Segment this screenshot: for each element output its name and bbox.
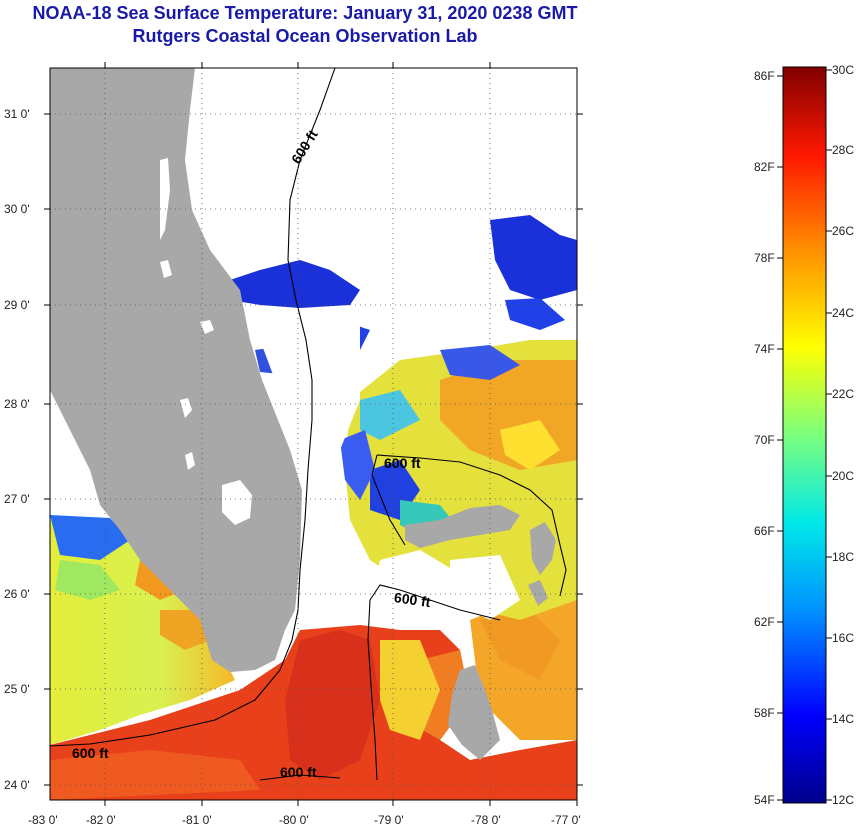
- axis-ticks: [44, 62, 583, 806]
- map-subtitle: Rutgers Coastal Ocean Observation Lab: [132, 26, 478, 46]
- contour-label-bahamas: 600 ft: [384, 455, 421, 471]
- lon-label-77: -77 0': [551, 813, 581, 827]
- lon-label-81: -81 0': [182, 813, 212, 827]
- lon-label-80: -80 0': [279, 813, 309, 827]
- lon-label-78: -78 0': [471, 813, 501, 827]
- colorbar-f-58: 58F: [754, 706, 775, 720]
- colorbar-f-70: 70F: [754, 433, 775, 447]
- colorbar-f-82: 82F: [754, 160, 775, 174]
- lat-label-31: 31 0': [4, 107, 30, 121]
- colorbar-c-14: 14C: [832, 712, 854, 726]
- map-title: NOAA-18 Sea Surface Temperature: January…: [32, 3, 578, 23]
- lon-label-79: -79 0': [374, 813, 404, 827]
- colorbar-f-78: 78F: [754, 251, 775, 265]
- colorbar-c-18: 18C: [832, 550, 854, 564]
- contour-label-straits: 600 ft: [393, 589, 432, 610]
- grand-bahama-island: [405, 505, 520, 548]
- colorbar-f-66: 66F: [754, 524, 775, 538]
- abaco-island: [530, 522, 556, 575]
- colorbar-c-26: 26C: [832, 224, 854, 238]
- sst-image: 600 ft 600 ft 600 ft 600 ft 600 ft: [50, 68, 577, 800]
- contour-label-south: 600 ft: [280, 764, 317, 780]
- lat-label-29: 29 0': [4, 298, 30, 312]
- lat-label-26: 26 0': [4, 587, 30, 601]
- colorbar-f-74: 74F: [754, 342, 775, 356]
- colorbar-f-54: 54F: [754, 793, 775, 807]
- lat-label-28: 28 0': [4, 397, 30, 411]
- lat-label-24: 24 0': [4, 778, 30, 792]
- colorbar: 86F 82F 78F 74F 70F 66F 62F 58F 54F 30C …: [754, 63, 854, 807]
- lat-label-25: 25 0': [4, 682, 30, 696]
- lon-label-83: -83 0': [28, 813, 58, 827]
- isobath-600ft: [50, 68, 567, 781]
- colorbar-gradient: [782, 66, 827, 804]
- colorbar-f-62: 62F: [754, 615, 775, 629]
- lon-label-82: -82 0': [86, 813, 116, 827]
- colorbar-c-28: 28C: [832, 143, 854, 157]
- colorbar-c-20: 20C: [832, 469, 854, 483]
- colorbar-f-86: 86F: [754, 69, 775, 83]
- lat-label-27: 27 0': [4, 492, 30, 506]
- colorbar-c-22: 22C: [832, 387, 854, 401]
- colorbar-c-12: 12C: [832, 793, 854, 807]
- plot-frame: [49, 67, 578, 801]
- lat-label-30: 30 0': [4, 202, 30, 216]
- colorbar-c-24: 24C: [832, 306, 854, 320]
- contour-label-southwest: 600 ft: [72, 745, 109, 761]
- colorbar-c-16: 16C: [832, 631, 854, 645]
- colorbar-c-30: 30C: [832, 63, 854, 77]
- graticule: [50, 68, 577, 800]
